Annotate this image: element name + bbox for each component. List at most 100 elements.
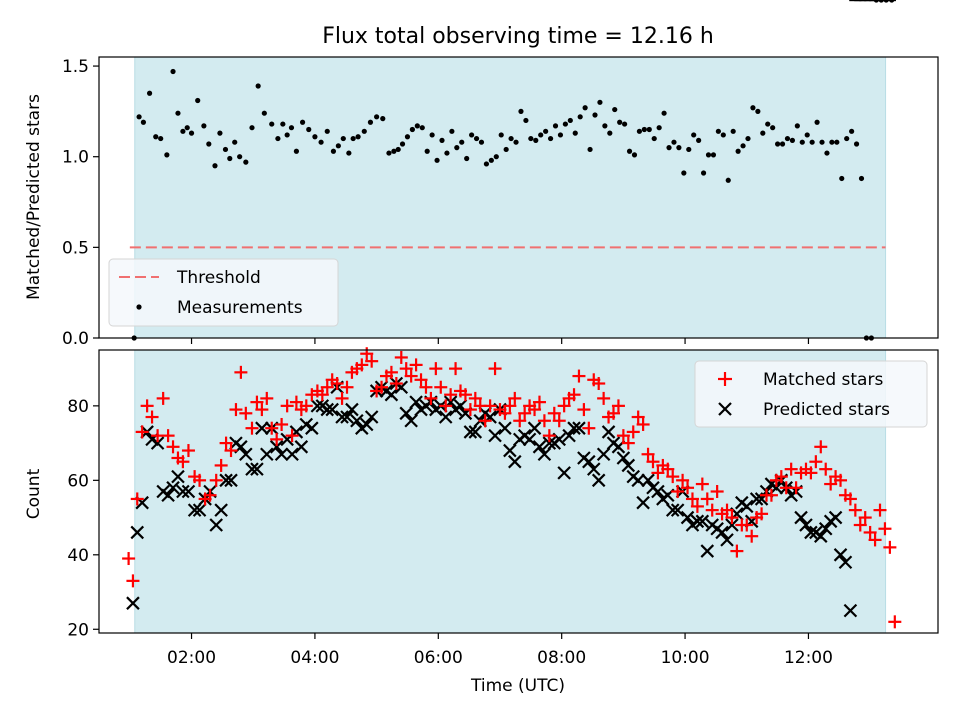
measurement-point	[789, 137, 796, 143]
predicted-point	[670, 503, 685, 517]
matched-point	[384, 365, 398, 379]
measurement-point	[700, 170, 707, 176]
predicted-point	[166, 480, 180, 495]
matched-point	[234, 365, 248, 379]
matched-point	[528, 403, 542, 417]
predicted-point	[690, 514, 705, 529]
measurement-point	[858, 175, 865, 182]
measurement-point	[367, 119, 374, 125]
matched-point	[685, 492, 699, 506]
measurement-point	[419, 125, 425, 131]
measurement-point	[735, 148, 741, 154]
matched-point	[429, 362, 443, 376]
predicted-point	[245, 462, 259, 476]
predicted-point	[468, 425, 483, 439]
matched-point	[547, 406, 561, 420]
matched-point	[661, 462, 675, 476]
legend-measurements-marker	[136, 304, 142, 310]
measurement-point	[612, 106, 618, 113]
measurement-point	[784, 135, 791, 142]
matched-point	[676, 473, 690, 487]
matched-point	[542, 429, 556, 443]
bottom-ytick-label: 80	[67, 397, 89, 417]
predicted-point	[843, 603, 858, 618]
measurement-point	[306, 126, 312, 133]
predicted-point	[126, 596, 140, 610]
bottom-ylabel: Count	[24, 468, 44, 519]
predicted-point	[665, 503, 680, 517]
predicted-point	[409, 395, 423, 409]
matched-point	[636, 417, 650, 431]
matched-point	[681, 481, 695, 495]
matched-point	[140, 399, 154, 413]
predicted-point	[503, 443, 517, 458]
measurement-point	[469, 132, 475, 138]
measurement-point	[681, 170, 687, 176]
measurement-point	[324, 128, 330, 134]
measurement-point	[671, 139, 677, 145]
matched-point	[873, 503, 887, 517]
predicted-point	[616, 451, 631, 465]
legend-threshold-label: Threshold	[176, 268, 261, 288]
measurement-point	[483, 161, 490, 167]
measurement-point	[335, 143, 341, 149]
matched-point	[695, 477, 709, 491]
measurement-point	[528, 135, 534, 142]
measurement-point	[503, 146, 509, 153]
measurement-point	[814, 119, 820, 125]
predicted-point	[537, 447, 552, 462]
matched-point	[130, 492, 144, 506]
matched-point	[824, 477, 838, 491]
measurement-point	[346, 150, 352, 156]
predicted-point	[269, 440, 284, 454]
matched-point	[819, 462, 833, 476]
measurement-point	[799, 139, 805, 145]
measurement-point	[853, 141, 860, 147]
measurement-point	[745, 135, 751, 142]
matched-point	[145, 410, 159, 424]
predicted-point	[833, 548, 848, 562]
matched-point	[289, 395, 303, 409]
predicted-point	[214, 503, 228, 517]
predicted-point	[181, 484, 196, 499]
measurement-point	[834, 139, 840, 145]
matched-point	[503, 399, 517, 413]
measurement-point	[597, 99, 603, 105]
predicted-point	[601, 425, 616, 439]
measurement-point	[473, 135, 480, 142]
predicted-point	[260, 447, 274, 462]
measurement-point	[227, 155, 233, 162]
measurement-point	[562, 121, 568, 127]
measurement-point	[454, 145, 460, 151]
predicted-point	[274, 447, 289, 462]
measurement-point	[429, 132, 435, 138]
measurement-point	[175, 110, 181, 116]
matched-point	[720, 503, 734, 517]
measurement-point	[760, 130, 766, 136]
matched-point	[814, 440, 828, 454]
measurement-point	[444, 150, 450, 156]
measurement-point	[350, 135, 356, 142]
predicted-point	[838, 555, 853, 570]
matched-point	[209, 473, 223, 487]
measurement-point	[641, 126, 647, 133]
predicted-point	[572, 421, 586, 435]
predicted-point	[725, 518, 739, 532]
top-ytick-label: 1.5	[62, 57, 89, 77]
measurement-point	[691, 132, 697, 138]
measurement-point	[414, 123, 420, 129]
bottom-ytick-label: 20	[67, 620, 89, 640]
bottom-xtick-label: 04:00	[290, 648, 339, 668]
measurement-point	[312, 134, 318, 140]
predicted-point	[818, 521, 833, 536]
matched-point	[424, 391, 438, 405]
measurement-point	[170, 68, 176, 75]
measurement-point	[404, 134, 411, 140]
matched-point	[868, 533, 882, 547]
predicted-point	[596, 447, 611, 462]
predicted-point	[325, 402, 339, 417]
ratio-panel: 0.0 0.5 1.0 1.5 Matched/Predicted stars Thr…	[24, 0, 939, 349]
matched-point	[621, 436, 635, 450]
matched-point	[513, 414, 527, 428]
